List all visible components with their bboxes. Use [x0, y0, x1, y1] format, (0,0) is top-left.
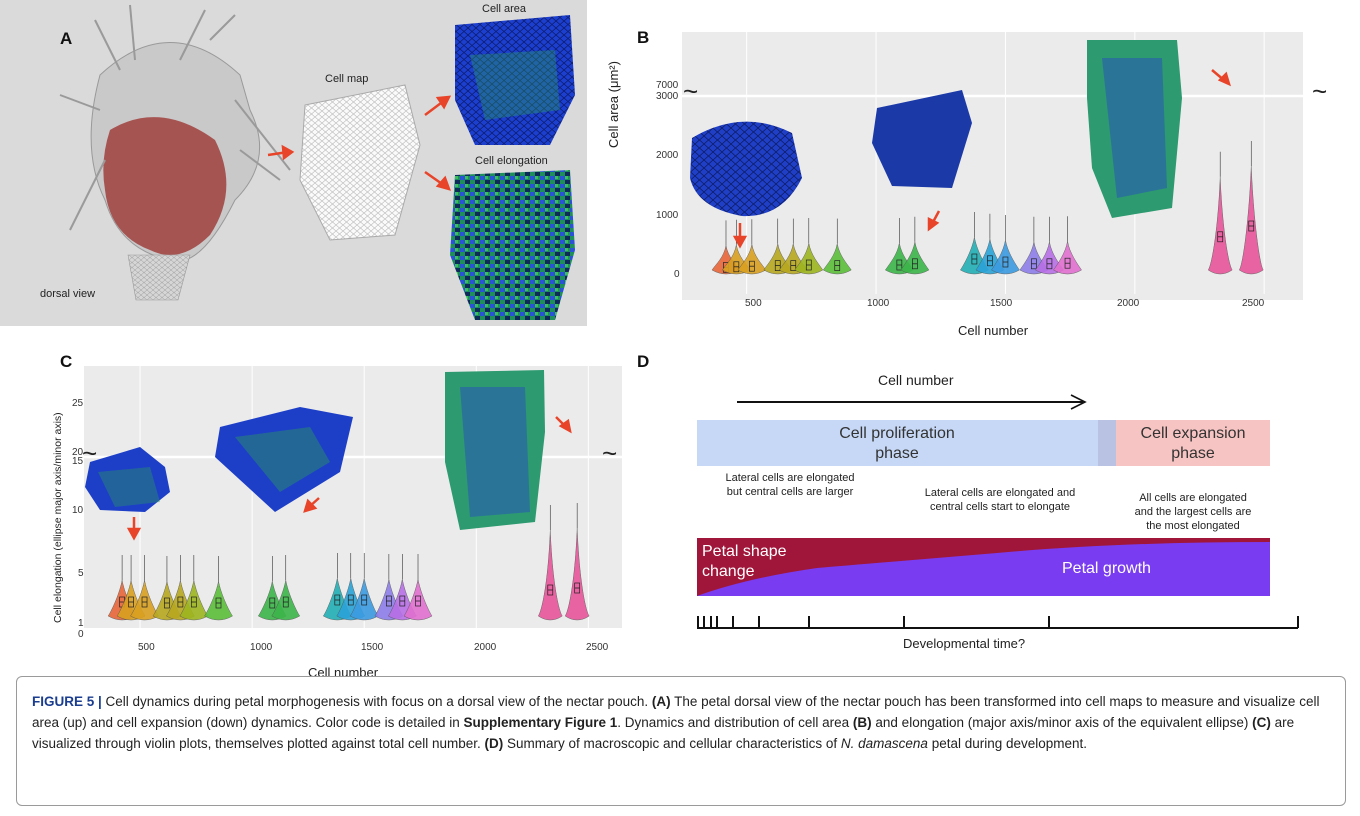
proliferation-phase-bar [697, 420, 1116, 466]
cell-area-label: Cell area [482, 3, 527, 15]
panel-letter-a: A [60, 29, 73, 48]
chart-b [682, 32, 1303, 300]
violin-8 [271, 579, 301, 621]
phase-overlap [1098, 420, 1116, 466]
chart-b-ylabel: Cell area (μm²) [606, 61, 621, 148]
caption-text-5: are visualized through violin plots, the… [32, 715, 1295, 751]
d-arrow [737, 394, 1087, 410]
chart-c-xtick-2500: 2500 [586, 642, 609, 653]
violin-16 [1238, 165, 1264, 275]
panel-letter-c: C [60, 352, 73, 371]
shape-change-region [697, 538, 1270, 596]
caption-label: FIGURE 5 | [32, 694, 102, 709]
chart-b-inset-1 [690, 121, 802, 217]
d-note-1: Lateral cells are elongated but central … [725, 472, 855, 498]
cell-area-shape [455, 15, 575, 145]
shape-change-label: Petal shape change [702, 543, 787, 580]
chart-c-ytick-25: 25 [72, 398, 84, 409]
chart-b-ytick-0: 0 [674, 269, 680, 280]
chart-c-inset-3 [445, 370, 545, 530]
violin-5 [179, 579, 209, 621]
chart-c [84, 366, 622, 640]
cell-elongation-label: Cell elongation [475, 155, 548, 167]
violin-15 [1207, 176, 1233, 275]
violin-11 [349, 577, 379, 621]
cell-map-shape [299, 84, 421, 241]
caption-a-label: (A) [651, 694, 671, 709]
chart-c-ytick-10: 10 [72, 505, 84, 516]
nectar-pouch-highlight [103, 117, 227, 255]
proliferation-phase-label: Cell proliferation phase [839, 425, 955, 462]
d-arrow-label: Cell number [878, 372, 954, 388]
chart-c-ytick-0: 0 [78, 629, 84, 640]
violin-2 [737, 244, 767, 275]
chart-c-xtick-1000: 1000 [250, 642, 273, 653]
caption-box [16, 676, 1346, 806]
figure-caption: FIGURE 5 | Cell dynamics during petal mo… [32, 691, 1332, 754]
chart-b-xtick-2500: 2500 [1242, 298, 1265, 309]
chart-c-ytick-20: 20 [72, 447, 84, 458]
chart-b-xtick-2000: 2000 [1117, 298, 1140, 309]
chart-c-xtick-1500: 1500 [361, 642, 384, 653]
chart-c-xtick-2000: 2000 [474, 642, 497, 653]
violin-6 [822, 243, 852, 275]
chart-b-ytick-7000: 7000 [656, 80, 679, 91]
violin-8 [900, 241, 930, 275]
cell-map-label: Cell map [325, 73, 369, 85]
d-timeline [697, 616, 1299, 629]
caption-d-label: (D) [484, 736, 504, 751]
violin-16 [564, 527, 590, 621]
growth-label: Petal growth [1062, 560, 1151, 577]
chart-b-xtick-1000: 1000 [867, 298, 890, 309]
d-time-label: Developmental time? [903, 636, 1026, 651]
chart-b-xlabel: Cell number [958, 323, 1029, 338]
chart-b-inset-3 [1087, 40, 1182, 218]
chart-c-xtick-500: 500 [138, 642, 155, 653]
violin-15 [537, 529, 563, 621]
panel-a-image: dorsal view Cell map Cell area Cell elon… [0, 0, 587, 326]
caption-text-6: Summary of macroscopic and cellular char… [503, 736, 841, 751]
caption-text-7: petal during development. [927, 736, 1088, 751]
d-note-3: All cells are elongated and the largest … [1134, 492, 1252, 532]
cell-elongation-shape [450, 170, 575, 320]
chart-c-ytick-5: 5 [78, 568, 84, 579]
violin-2 [130, 579, 159, 621]
chart-b-ytick-2000: 2000 [656, 150, 679, 161]
chart-b-ytick-1000: 1000 [656, 210, 679, 221]
chart-c-inset-2 [215, 407, 353, 512]
caption-text-4: and elongation (major axis/minor axis of… [871, 715, 1253, 730]
violin-14 [403, 578, 433, 621]
violin-14 [1053, 241, 1082, 275]
d-note-2: Lateral cells are elongated and central … [924, 487, 1076, 513]
chart-c-ytick-1: 1 [78, 618, 84, 629]
violin-6 [204, 580, 233, 621]
caption-c-label: (C) [1252, 715, 1271, 730]
panel-letter-d: D [637, 352, 650, 371]
panel-a-illustration [59, 4, 575, 320]
panel-letter-b: B [637, 28, 650, 47]
expansion-phase-label: Cell expansion phase [1140, 425, 1246, 462]
caption-text-1: Cell dynamics during petal morphogenesis… [101, 694, 652, 709]
caption-text-3: . Dynamics and distribution of cell area [617, 715, 853, 730]
chart-b-break-right: ~ [1312, 76, 1328, 106]
chart-b-ytick-3000: 3000 [656, 91, 679, 102]
caption-text-2: The petal dorsal view of the nectar pouc… [32, 694, 1320, 730]
caption-species: N. damascena [840, 736, 928, 751]
chart-c-ylabel: Cell elongation (ellipse major axis/mino… [52, 412, 64, 623]
chart-b-break-left: ~ [683, 76, 699, 106]
caption-b-label: (B) [852, 715, 872, 730]
chart-b-xtick-1500: 1500 [990, 298, 1013, 309]
chart-c-break-left: ~ [82, 438, 98, 468]
chart-c-inset-1 [85, 447, 170, 512]
chart-c-ytick-15: 15 [72, 456, 84, 467]
d-growth-band [697, 538, 1270, 596]
violin-5 [794, 242, 824, 275]
caption-supp-link[interactable]: Supplementary Figure 1 [463, 715, 618, 730]
dorsal-view-label: dorsal view [40, 288, 96, 300]
expansion-phase-bar [1116, 420, 1270, 466]
chart-b-xtick-500: 500 [745, 298, 762, 309]
chart-b-inset-2 [872, 90, 972, 188]
chart-c-break-right: ~ [602, 438, 618, 468]
